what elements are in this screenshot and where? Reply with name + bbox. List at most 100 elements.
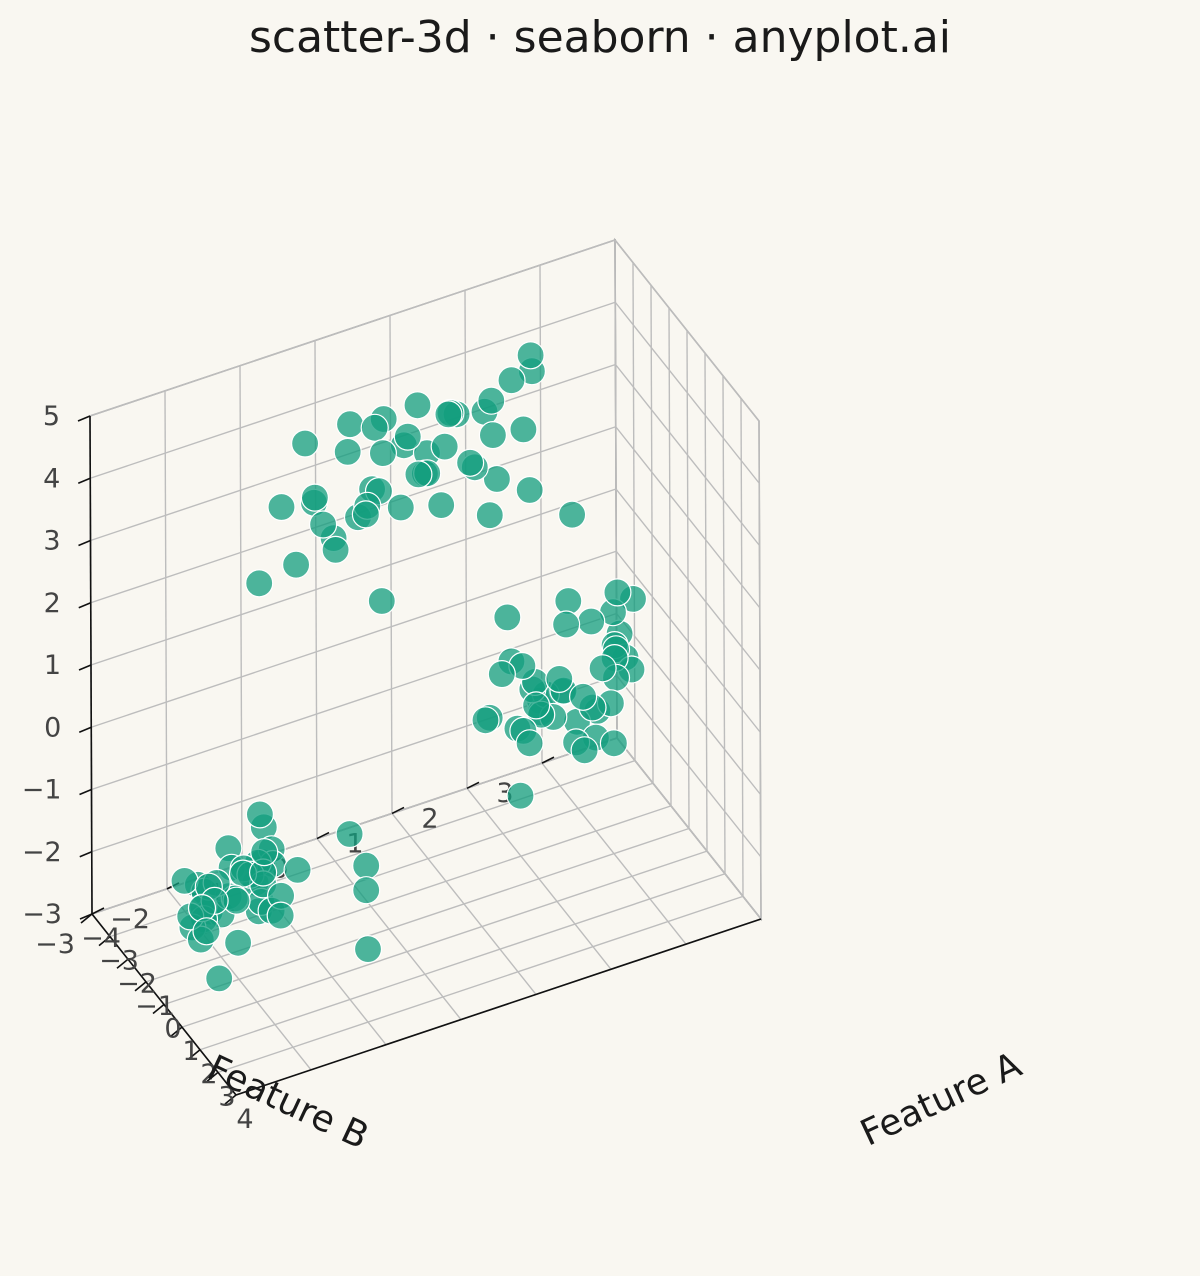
scatter-point [568, 682, 598, 711]
scatter-point [291, 429, 320, 458]
x-tick-label: 3 [218, 1081, 235, 1112]
grid-line-z-right [616, 675, 762, 858]
z-tick-mark [78, 602, 92, 609]
x-tick-mark [206, 1071, 219, 1082]
scatter-point [267, 492, 296, 522]
chart-title: scatter-3d · seaborn · anyplot.ai [249, 12, 951, 63]
scatter-point [487, 659, 516, 689]
z-tick-label: 2 [44, 588, 61, 619]
scatter-point [588, 654, 617, 683]
grid-line-y-floor [391, 812, 537, 995]
scatter-point [430, 432, 459, 461]
x-axis-title: Feature A [854, 1044, 1028, 1154]
scatter-point [352, 851, 381, 880]
x-tick-label: 4 [236, 1104, 253, 1135]
grid-line-z-right [616, 737, 762, 920]
grid-line-z-right [614, 301, 760, 484]
scatter-point [554, 586, 583, 616]
z-tick-label: −3 [22, 899, 62, 930]
z-tick-mark [79, 851, 93, 858]
scatter-point [551, 610, 581, 639]
grid-line-x-floor [199, 873, 726, 1051]
scatter-point [351, 500, 380, 529]
y-tick-mark [316, 831, 330, 840]
scatter-point [205, 964, 234, 993]
z-tick-mark [77, 477, 91, 484]
scatter-point [482, 464, 511, 494]
grid-line-x-floor [181, 850, 708, 1028]
x-tick-mark [98, 936, 111, 947]
scatter-point [434, 400, 463, 429]
x-tick-mark [170, 1026, 183, 1037]
z-tick-label: 3 [43, 526, 60, 557]
scatter-point [515, 475, 544, 505]
scatter-point [335, 410, 365, 439]
x-tick-mark [134, 981, 147, 992]
x-tick-label: 1 [182, 1036, 199, 1067]
scatter-point [335, 819, 364, 849]
z-tick-label: 4 [43, 463, 60, 494]
z-tick-label: 0 [44, 712, 61, 743]
z-tick-mark [79, 913, 93, 920]
scatter-point [224, 928, 253, 957]
scatter-point [515, 729, 544, 758]
scatter-point [456, 448, 485, 477]
grid-line-z-right [614, 239, 760, 422]
scatter-points [170, 341, 648, 993]
scatter-point [245, 569, 274, 598]
scatter-point [509, 415, 538, 444]
scatter-point [427, 491, 456, 520]
scatter-point [300, 483, 329, 512]
scatter-point [557, 500, 587, 529]
scatter-point [475, 501, 504, 530]
x-tick-mark [152, 1003, 165, 1015]
scatter-point [477, 386, 506, 415]
scatter-point [577, 607, 606, 636]
grid-line-z-right [615, 613, 762, 795]
scatter-point [393, 422, 422, 451]
grid-line-z-left [91, 550, 617, 728]
y-tick-mark [91, 907, 105, 915]
y-tick-label: −3 [35, 929, 75, 960]
scatter-point [353, 934, 383, 964]
y-tick-mark [391, 806, 405, 815]
scatter-point [360, 413, 389, 442]
x-tick-label: −1 [135, 991, 175, 1022]
grid-line-y-floor [466, 787, 612, 970]
z-tick-mark [78, 539, 91, 547]
z-tick-mark [78, 726, 92, 733]
x-tick-label: −3 [99, 946, 139, 977]
grid-line-x-floor [163, 827, 690, 1006]
scatter-point [170, 866, 199, 896]
scatter-point [404, 460, 433, 489]
scatter-point [493, 603, 522, 632]
y-tick-mark [541, 756, 555, 764]
grid-line-z-left [90, 488, 617, 666]
grid-line-z-right [615, 426, 761, 609]
grid-line-y-floor [316, 838, 462, 1021]
scatter-point [321, 535, 350, 565]
x-tick-label: −4 [81, 923, 121, 954]
x-tick-mark [224, 1094, 237, 1105]
scatter-point [368, 439, 397, 468]
z-tick-mark [79, 788, 92, 796]
grid-line-x-floor [217, 895, 744, 1074]
scatter-point [309, 510, 338, 539]
scatter-point [471, 706, 500, 735]
grid-line-z-right [614, 364, 761, 546]
y-tick-label: −2 [110, 904, 150, 935]
scatter-point [478, 421, 507, 450]
scatter-point [187, 893, 217, 923]
x-tick-label: 2 [200, 1059, 217, 1090]
z-tick-mark [77, 415, 91, 422]
scatter-point [516, 341, 545, 370]
scatter-point [386, 493, 415, 522]
grid-line-z-left [89, 239, 616, 417]
x-tick-mark [188, 1049, 201, 1060]
grid-line-z-right [615, 488, 761, 671]
x-tick-label: 0 [164, 1014, 181, 1045]
grid-line-z-left [91, 612, 617, 791]
grid-line-z-right [615, 550, 761, 733]
